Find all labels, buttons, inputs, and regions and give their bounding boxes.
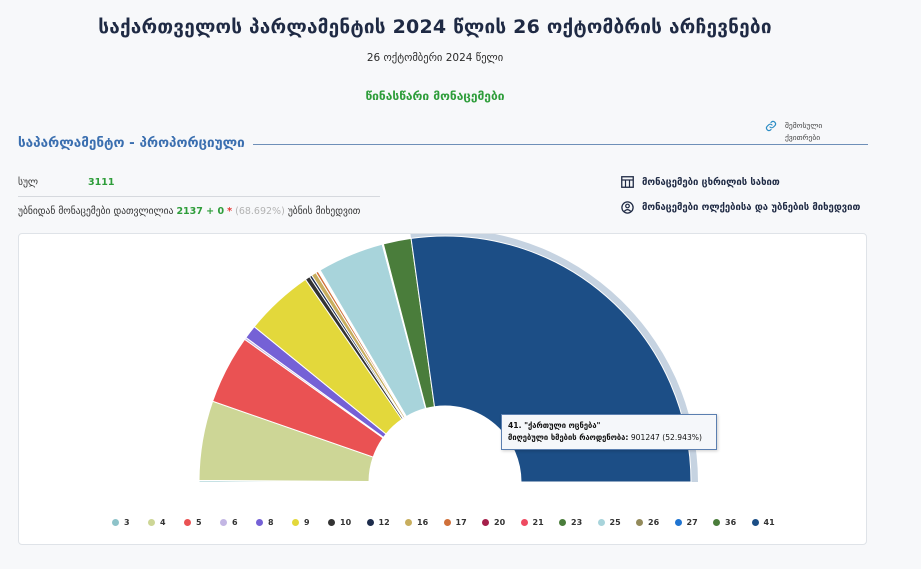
link-icon: [765, 120, 777, 132]
legend-dot: [482, 518, 489, 526]
election-date: 26 ოქტომბერი 2024 წელი: [366, 52, 504, 64]
total-value: 3111: [88, 177, 115, 188]
counted-suffix: უბნის მიხედვით: [287, 206, 361, 217]
legend-item-12[interactable]: 12: [366, 518, 390, 527]
legend-dot: [112, 518, 119, 526]
section-title: საპარლამენტო - პროპორციული: [18, 135, 253, 151]
table-icon: [621, 176, 634, 188]
chart-tooltip: 41. "ქართული ოცნება" მიღებული ხმების რაო…: [501, 414, 717, 450]
legend-dot: [292, 518, 299, 526]
legend-label: 27: [686, 518, 698, 527]
tooltip-label: მიღებული ხმების რაოდენობა:: [508, 433, 629, 442]
legend-label: 12: [378, 518, 390, 527]
legend-dot: [220, 518, 227, 526]
legend-label: 26: [648, 518, 660, 527]
legend-item-26[interactable]: 26: [636, 518, 659, 527]
stats-divider: [18, 196, 380, 197]
legend-dot: [674, 518, 682, 526]
section-divider: [18, 144, 868, 145]
legend-dot: [184, 518, 191, 526]
semi-donut-chart: [198, 234, 698, 483]
district-data-label: მონაცემები ოლქებისა და უბნების მიხედვით: [642, 202, 861, 213]
section-header: საპარლამენტო - პროპორციული: [18, 135, 868, 155]
legend-label: 5: [196, 518, 202, 527]
legend-label: 17: [455, 518, 467, 527]
legend-label: 36: [725, 518, 737, 527]
legend-item-5[interactable]: 5: [184, 518, 202, 527]
legend-item-10[interactable]: 10: [328, 518, 351, 527]
legend-item-41[interactable]: 41: [751, 518, 775, 527]
legend-item-27[interactable]: 27: [674, 518, 698, 527]
legend-item-21[interactable]: 21: [520, 518, 544, 527]
legend-dot: [148, 518, 155, 526]
legend-dot: [559, 518, 566, 526]
legend-item-4[interactable]: 4: [148, 518, 166, 527]
legend-item-9[interactable]: 9: [292, 518, 310, 527]
location-user-icon: [621, 201, 634, 214]
legend-dot: [636, 518, 643, 526]
legend-label: 21: [532, 518, 544, 527]
page-title: საქართველოს პარლამენტის 2024 წლის 26 ოქტ…: [98, 16, 772, 38]
tooltip-title: 41. "ქართული ოცნება": [508, 421, 601, 430]
legend-item-20[interactable]: 20: [482, 518, 505, 527]
legend-item-8[interactable]: 8: [256, 518, 274, 527]
legend-dot: [443, 518, 451, 526]
legend-label: 41: [763, 518, 775, 527]
legend-dot: [328, 518, 335, 526]
legend-dot: [751, 518, 759, 526]
legend-item-6[interactable]: 6: [220, 518, 238, 527]
share-link-label: შემოსული ქვითრები: [785, 121, 823, 142]
legend-label: 23: [571, 518, 583, 527]
legend-dot: [366, 518, 374, 526]
tooltip-value: 901247 (52.943%): [630, 433, 702, 442]
legend-dot: [713, 518, 720, 526]
total-label: სულ: [18, 177, 39, 188]
legend-dot: [520, 518, 528, 526]
counted-value: 2137 + 0: [176, 206, 225, 217]
legend-label: 8: [268, 518, 274, 527]
legend-item-17[interactable]: 17: [443, 518, 467, 527]
legend-label: 4: [160, 518, 166, 527]
table-view-label: მონაცემები ცხრილის სახით: [642, 177, 780, 188]
legend-dot: [256, 518, 263, 526]
legend-label: 9: [304, 518, 310, 527]
legend-item-25[interactable]: 25: [597, 518, 621, 527]
legend-item-16[interactable]: 16: [405, 518, 428, 527]
legend-label: 6: [232, 518, 238, 527]
legend-dot: [405, 518, 412, 526]
chart-legend: 3 4 5 6 8 9 10 12 16 17 20 21 23 25 26 27 36 41: [0, 518, 921, 532]
legend-item-36[interactable]: 36: [713, 518, 736, 527]
counted-stations: უბნიდან მონაცემები დათვლილია 2137 + 0 * …: [18, 206, 360, 217]
legend-label: 25: [609, 518, 621, 527]
counted-percent: (68.692%): [235, 206, 285, 217]
preliminary-status: წინასწარი მონაცემები: [365, 89, 505, 103]
legend-item-3[interactable]: 3: [112, 518, 130, 527]
counted-star: *: [227, 206, 233, 217]
legend-label: 16: [417, 518, 429, 527]
chart-card: [18, 233, 867, 545]
counted-prefix: უბნიდან მონაცემები დათვლილია: [18, 206, 174, 217]
legend-label: 10: [340, 518, 352, 527]
total-stations: სულ 3111: [18, 177, 114, 188]
legend-label: 20: [494, 518, 506, 527]
legend-label: 3: [124, 518, 130, 527]
legend-dot: [597, 518, 605, 526]
legend-item-23[interactable]: 23: [559, 518, 582, 527]
